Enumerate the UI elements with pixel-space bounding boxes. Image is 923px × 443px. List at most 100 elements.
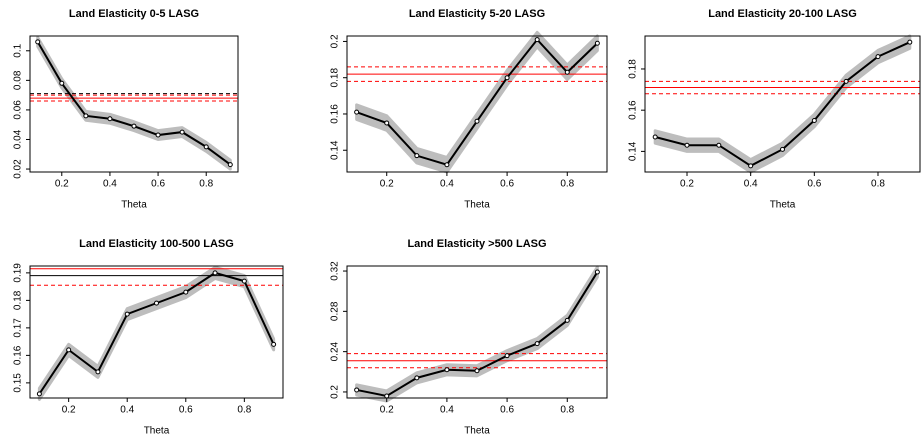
data-point [183,289,189,295]
data-point [652,134,658,140]
plot-frame [29,35,239,173]
data-point [748,163,754,169]
data-point [594,40,600,46]
y-tick-label: 0.16 [330,104,341,124]
y-tick-label: 0.19 [13,263,24,283]
y-tick-label: 0.04 [13,129,24,149]
data-point [35,39,41,45]
data-point [594,269,600,275]
x-tick-label: 0.6 [500,405,514,416]
data-point [504,75,510,81]
y-tick-label: 0.18 [13,290,24,310]
data-point [504,353,510,359]
data-point [564,317,570,323]
data-point [155,132,161,138]
x-tick-label: 0.4 [440,179,454,190]
chart-title: Land Elasticity 5-20 LASG [409,8,545,20]
data-point [716,142,722,148]
data-point [271,341,277,347]
data-point [241,278,247,284]
x-tick-label: 0.4 [103,179,117,190]
y-tick-label: 0.28 [330,301,341,321]
data-point [36,391,42,397]
data-point [414,153,420,159]
data-point [684,142,690,148]
x-tick-label: 0.2 [380,405,394,416]
y-tick-label: 0.02 [13,159,24,179]
y-tick-label: 0.15 [13,373,24,393]
chart-title: Land Elasticity 20-100 LASG [708,8,857,20]
x-tick-label: 0.8 [560,179,574,190]
data-point [564,69,570,75]
data-point [534,341,540,347]
data-point [384,120,390,126]
y-tick-label: 0.18 [628,59,639,79]
data-point [66,347,72,353]
y-tick-label: 0.06 [13,100,24,120]
data-point [384,393,390,399]
x-tick-label: 0.4 [744,179,758,190]
confidence-band [37,265,276,401]
x-tick-label: 0.6 [807,179,821,190]
data-point [907,39,913,45]
chart-title: Land Elasticity >500 LASG [407,238,546,250]
x-tick-label: 0.6 [151,179,165,190]
data-point [203,144,209,150]
data-point [474,368,480,374]
y-tick-label: 0.24 [330,341,341,361]
data-point [414,375,420,381]
data-line [38,271,275,395]
x-tick-label: 0.6 [179,405,193,416]
x-tick-label: 0.2 [55,179,69,190]
data-point [59,80,65,86]
data-point [354,387,360,393]
data-point [131,123,137,129]
data-point [107,116,113,122]
confidence-band [36,35,232,171]
y-tick-label: 0.08 [13,70,24,90]
data-point [95,369,101,375]
y-tick-label: 0.1 [13,43,24,57]
y-tick-label: 0.16 [628,100,639,120]
x-tick-label: 0.8 [871,179,885,190]
x-tick-label: 0.4 [440,405,454,416]
chart-title: Land Elasticity 100-500 LASG [79,238,234,250]
data-point [179,129,185,135]
data-point [843,78,849,84]
data-point [474,118,480,124]
y-tick-label: 0.14 [330,140,341,160]
x-axis-label: Theta [144,426,170,437]
plot-frame [644,35,921,173]
data-point [124,311,130,317]
x-tick-label: 0.4 [120,405,134,416]
x-axis-label: Theta [464,426,490,437]
plot-frame [346,265,608,399]
y-tick-label: 0.32 [330,261,341,281]
confidence-band [653,34,912,174]
plot-frame [29,265,284,399]
y-tick-label: 0.18 [330,68,341,88]
confidence-band [355,265,599,403]
data-point [83,113,89,119]
data-point [212,270,218,276]
chart-title: Land Elasticity 0-5 LASG [69,8,199,20]
y-tick-label: 0.16 [13,345,24,365]
x-tick-label: 0.2 [680,179,694,190]
data-line [356,271,599,398]
x-tick-label: 0.8 [237,405,251,416]
data-point [154,300,159,306]
data-point [780,146,785,152]
x-tick-label: 0.6 [500,179,514,190]
data-point [811,117,817,123]
x-tick-label: 0.8 [199,179,213,190]
x-tick-label: 0.2 [380,179,394,190]
y-tick-label: 0.2 [330,34,341,48]
y-tick-label: 0.17 [13,318,24,338]
x-axis-label: Theta [770,200,796,211]
data-point [875,54,881,60]
plot-frame [346,35,608,173]
data-point [444,367,450,373]
data-point [354,109,360,115]
x-axis-label: Theta [121,200,147,211]
